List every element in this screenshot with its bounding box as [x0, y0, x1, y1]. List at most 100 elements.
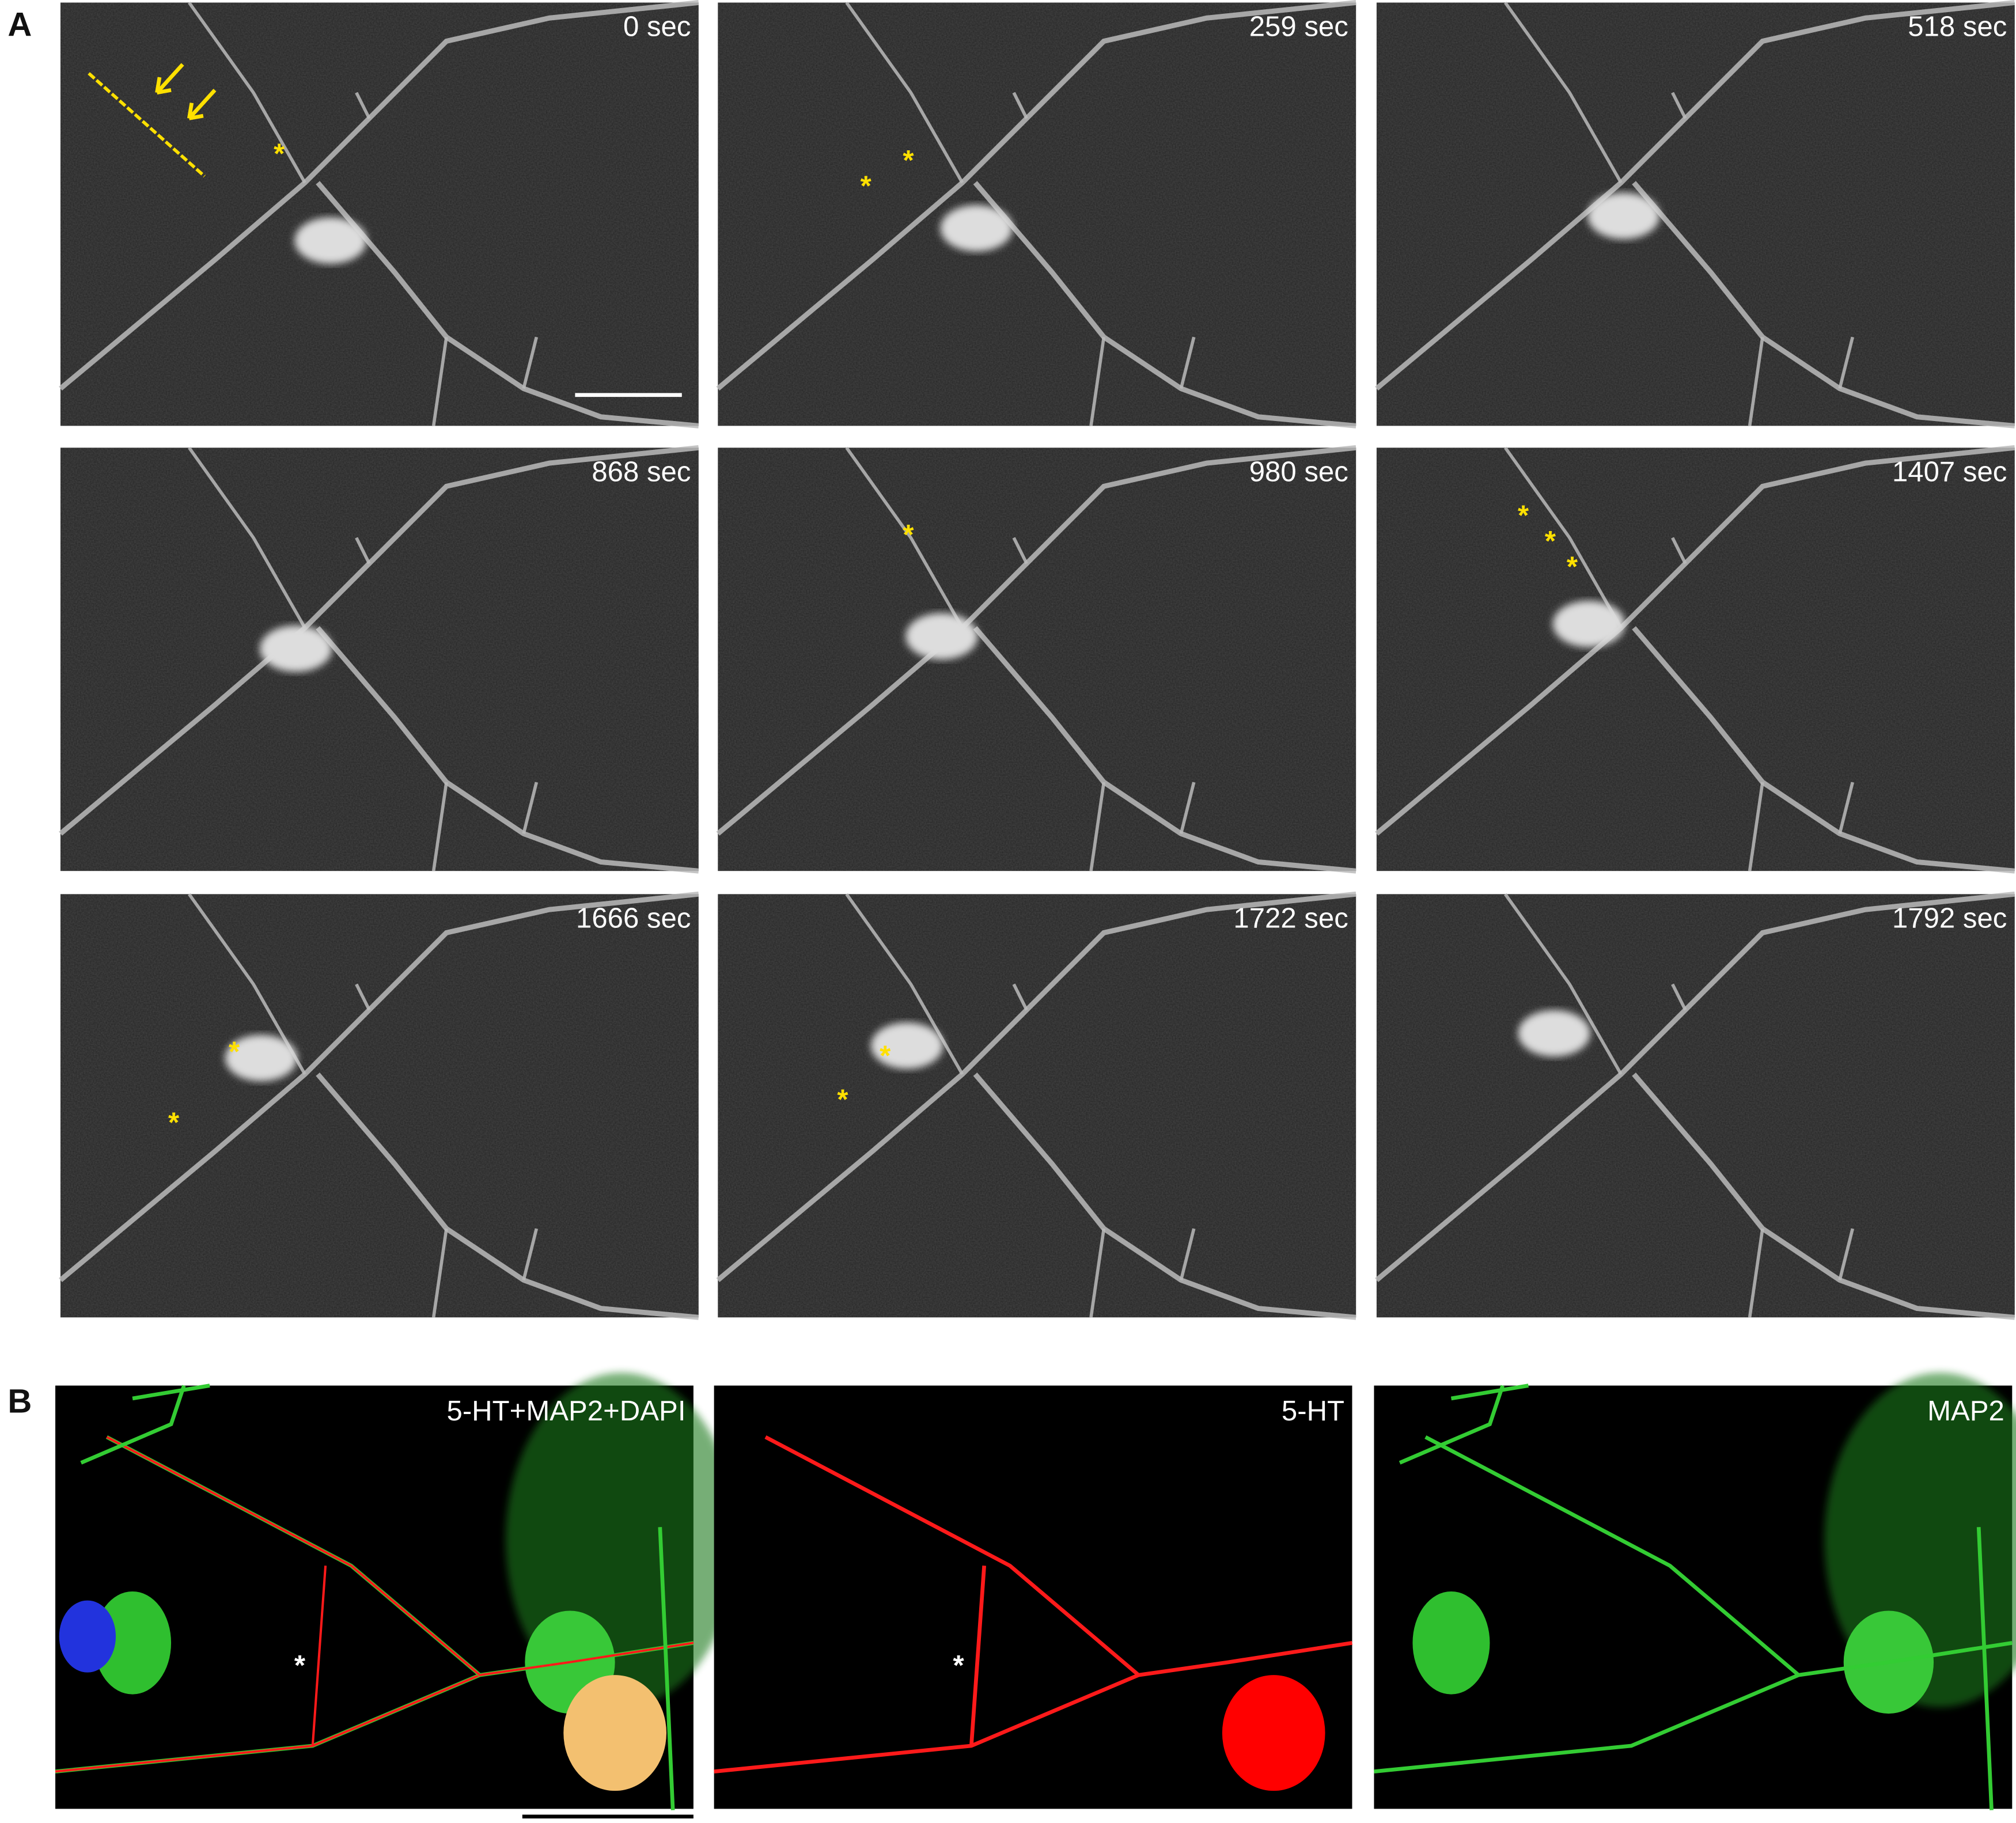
neurite: [132, 1384, 210, 1401]
timestamp: 868 sec: [592, 456, 691, 487]
growth-cone: [1518, 1010, 1590, 1057]
timestamp: 1666 sec: [576, 903, 691, 934]
timestamp: 0 sec: [623, 12, 691, 43]
neurite: [1748, 336, 1764, 426]
neurite: [522, 1228, 539, 1281]
neurite: [316, 626, 699, 874]
neurite: [845, 1, 964, 184]
cell-body: [563, 1675, 666, 1791]
image-label: MAP2: [1927, 1396, 2004, 1427]
neurite: [1671, 983, 1687, 1011]
neurite: [1179, 782, 1196, 835]
neurite: [522, 336, 539, 389]
panel-label: B: [7, 1382, 32, 1420]
time-lapse-frame: 1792 sec: [1375, 891, 2015, 1320]
neurite: [188, 446, 306, 629]
arrow: [187, 89, 217, 120]
neurite: [1976, 1527, 1994, 1810]
asterisk: *: [837, 1084, 848, 1115]
asterisk: *: [903, 145, 914, 176]
frame-noise: [718, 894, 1356, 1318]
image-label: 5-HT+MAP2+DAPI: [447, 1396, 686, 1427]
growth-cone: [294, 217, 367, 264]
neurite: [1504, 893, 1623, 1075]
cell-body: [94, 1591, 172, 1695]
asterisk: *: [229, 1037, 240, 1068]
asterisk: *: [861, 171, 872, 202]
neurite: [1179, 336, 1196, 389]
cell-body: [1222, 1675, 1325, 1791]
neurite: [355, 92, 371, 119]
fluorescence-image: MAP2: [1374, 1373, 2016, 1810]
neurite: [973, 1072, 1356, 1320]
neurite: [1424, 1435, 1800, 1677]
neurite: [973, 181, 1356, 429]
neurite: [1089, 336, 1106, 426]
neurite: [1838, 1228, 1855, 1281]
asterisk: *: [953, 1650, 964, 1681]
neurite: [1012, 537, 1028, 564]
neurite: [1504, 1, 1623, 184]
growth-cone: [871, 1022, 943, 1069]
frame-noise: [1376, 448, 2015, 871]
growth-cone: [905, 613, 978, 660]
asterisk: *: [903, 520, 914, 551]
neurite: [431, 336, 448, 426]
frame-noise: [60, 894, 699, 1318]
timestamp: 518 sec: [1908, 12, 2007, 43]
frame-noise: [718, 448, 1356, 871]
frame-noise: [1376, 894, 2015, 1318]
fluorescence-image: 5-HT *: [714, 1385, 1352, 1809]
time-lapse-frame: 1666 sec * *: [59, 891, 699, 1320]
neurite: [316, 181, 699, 429]
asterisk: *: [1567, 552, 1578, 583]
neurite: [845, 446, 964, 629]
asterisk: *: [168, 1108, 180, 1139]
time-lapse-frame: 868 sec: [59, 445, 699, 874]
neurite: [188, 1, 306, 184]
fluorescence-image: 5-HT+MAP2+DAPI *: [55, 1373, 737, 1810]
asterisk: *: [880, 1040, 891, 1071]
nucleus: [59, 1600, 116, 1673]
growth-cone: [260, 625, 332, 672]
asterisk: *: [1545, 526, 1556, 557]
neurite: [1632, 181, 2015, 429]
neurite: [431, 782, 448, 871]
neurite: [1012, 92, 1028, 119]
neurite: [1179, 1228, 1196, 1281]
neurite: [1012, 983, 1028, 1011]
frame-noise: [60, 448, 699, 871]
neurite: [1632, 1072, 2015, 1320]
cell-body: [1412, 1591, 1490, 1695]
frame-noise: [1376, 2, 2015, 426]
growth-cone: [940, 205, 1013, 252]
neurite: [355, 983, 371, 1011]
neurite: [658, 1527, 675, 1810]
growth-cone: [1552, 601, 1625, 647]
neurite: [311, 1566, 327, 1746]
neurite: [845, 893, 964, 1075]
asterisk: *: [1518, 500, 1529, 531]
neurite: [1399, 1385, 1505, 1465]
panel-label: A: [7, 6, 32, 44]
time-lapse-frame: 1407 sec * * *: [1375, 445, 2015, 874]
neurite: [431, 1228, 448, 1318]
neurite: [316, 1072, 699, 1320]
frame-noise: [60, 2, 699, 426]
neurite: [1504, 446, 1623, 629]
neurite: [1838, 336, 1855, 389]
neurite: [969, 1566, 987, 1746]
time-lapse-frame: 1722 sec * *: [716, 891, 1356, 1320]
time-lapse-frame: 259 sec * *: [716, 0, 1356, 429]
neurite: [1089, 782, 1106, 871]
arrow: [155, 63, 184, 95]
neurite: [1748, 1228, 1764, 1318]
neurite: [764, 1435, 1140, 1677]
timestamp: 1407 sec: [1892, 456, 2007, 487]
neurite: [973, 626, 1356, 874]
asterisk: *: [294, 1650, 306, 1681]
timestamp: 1722 sec: [1233, 903, 1348, 934]
time-lapse-frame: 980 sec *: [716, 445, 1356, 874]
